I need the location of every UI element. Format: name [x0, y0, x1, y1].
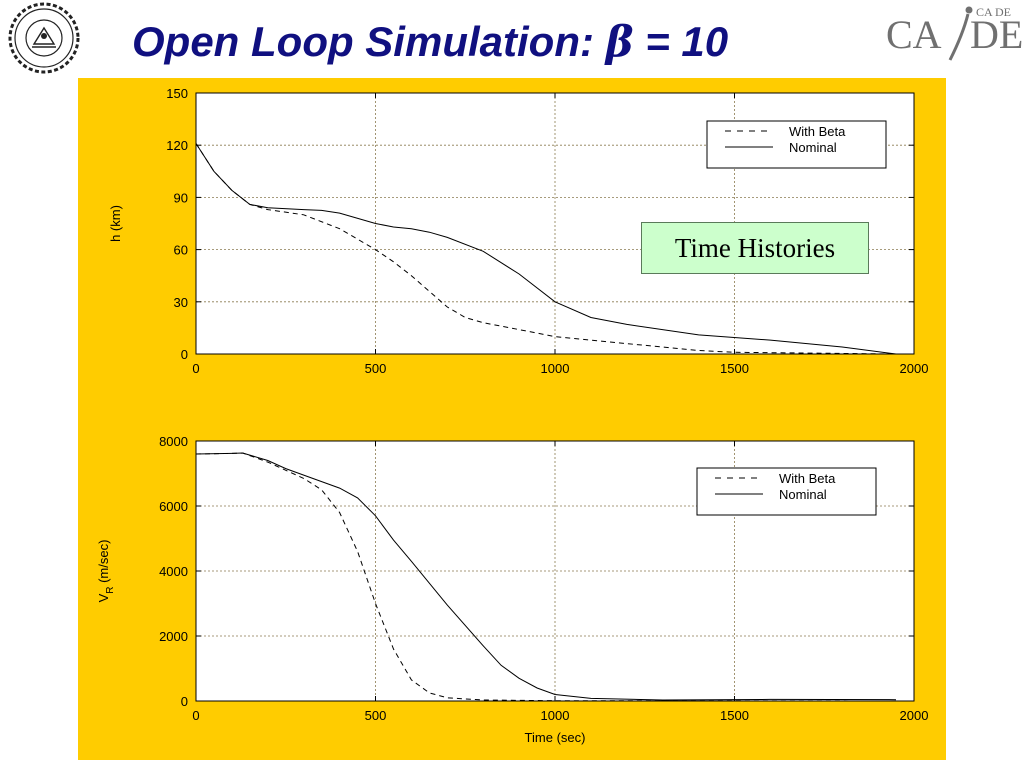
y-axis-label-subscript: R	[105, 587, 116, 594]
y-tick-label: 150	[166, 86, 188, 101]
y-tick-label: 0	[181, 694, 188, 709]
charts-svg: 0 500 1000 1500 2000 0 30 60 90 120 150 h (km) With …	[96, 86, 929, 745]
y-axis-label-unit: (m/sec)	[96, 540, 111, 587]
y-axis-label: VR (m/sec)	[96, 540, 116, 603]
y-tick-label: 2000	[159, 629, 188, 644]
logo-text-left: CA	[886, 12, 942, 57]
x-tick-label: 1500	[720, 708, 749, 723]
legend-box	[696, 467, 877, 516]
legend-label: Nominal	[789, 140, 837, 155]
y-tick-label: 6000	[159, 499, 188, 514]
y-tick-label: 60	[174, 243, 188, 258]
institute-logo	[8, 2, 80, 74]
x-axis-label: Time (sec)	[525, 730, 586, 745]
legend-label: With Beta	[789, 124, 846, 139]
title-text: Open Loop Simulation:	[132, 18, 606, 65]
x-tick-label: 0	[192, 708, 199, 723]
x-tick-label: 2000	[900, 708, 929, 723]
y-tick-label: 90	[174, 190, 188, 205]
y-tick-label: 120	[166, 138, 188, 153]
slide-title: Open Loop Simulation: β = 10	[132, 12, 872, 72]
legend-label: Nominal	[779, 487, 827, 502]
x-tick-label: 2000	[900, 361, 929, 376]
y-axis-label-main: V	[96, 593, 111, 602]
title-value: = 10	[633, 18, 729, 65]
series-line-nominal	[195, 452, 897, 701]
x-tick-label: 0	[192, 361, 199, 376]
x-tick-label: 1500	[720, 361, 749, 376]
legend-box	[706, 120, 887, 169]
logo-dot	[965, 6, 973, 14]
logo-small-tag: CA DE	[976, 5, 1011, 19]
title-beta-symbol: β	[605, 17, 634, 66]
series-line-with-beta	[195, 452, 897, 702]
x-tick-label: 1000	[541, 361, 570, 376]
chart-velocity: 0 500 1000 1500 2000 0 2000 4000 6000 8000 VR (m/s…	[96, 434, 928, 745]
chart-panel: 0 500 1000 1500 2000 0 30 60 90 120 150 h (km) With …	[78, 78, 946, 760]
y-tick-label: 30	[174, 295, 188, 310]
time-histories-tag: Time Histories	[641, 222, 869, 274]
cade-logo: CA DE CA DE	[886, 5, 1023, 61]
logo-text-right: DE	[970, 12, 1023, 57]
x-tick-label: 1000	[541, 708, 570, 723]
y-axis-label: h (km)	[108, 205, 123, 242]
logo-slash	[948, 13, 970, 61]
legend-label: With Beta	[779, 471, 836, 486]
y-tick-label: 0	[181, 347, 188, 362]
series-line-nominal	[195, 143, 897, 355]
x-tick-label: 500	[365, 708, 387, 723]
y-tick-label: 4000	[159, 564, 188, 579]
y-tick-label: 8000	[159, 434, 188, 449]
x-tick-label: 500	[365, 361, 387, 376]
